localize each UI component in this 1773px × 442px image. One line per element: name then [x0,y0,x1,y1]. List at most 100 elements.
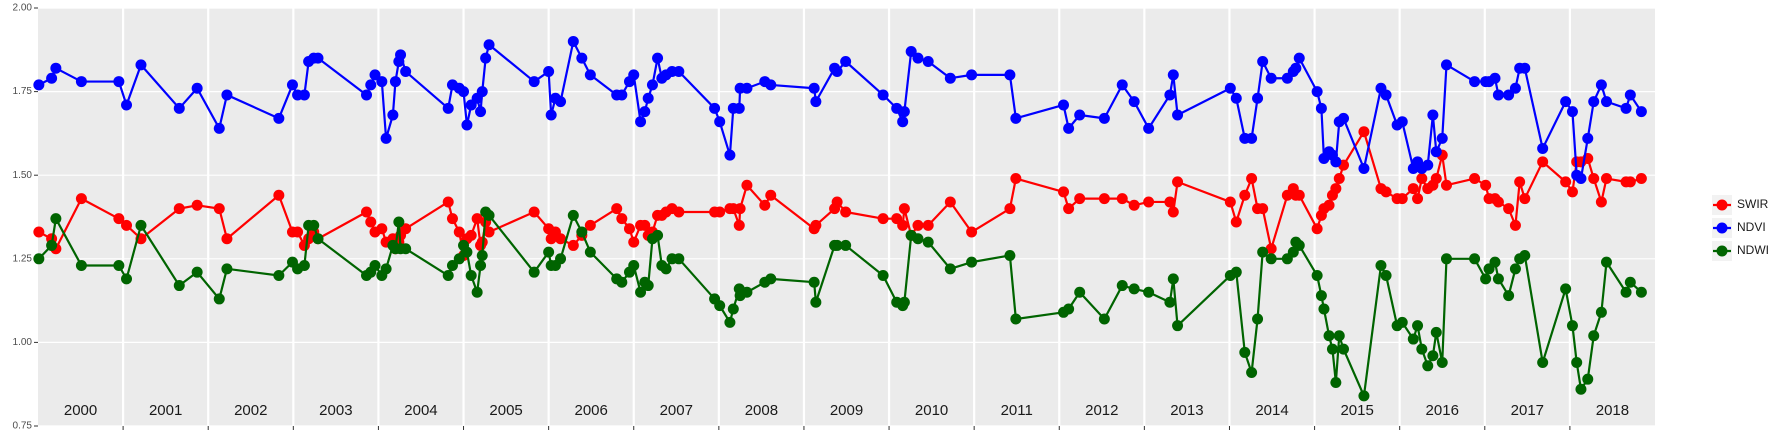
data-point [75,193,87,205]
year-label: 2003 [319,402,352,419]
data-point [1172,320,1184,332]
data-point [365,216,377,228]
data-point [1588,173,1600,185]
data-point [709,102,721,114]
data-point [714,116,726,128]
data-point [1492,196,1504,208]
data-point [1239,346,1251,358]
data-point [1246,366,1258,378]
data-point [471,286,483,298]
data-point [1311,86,1323,98]
data-point [1358,126,1370,138]
data-point [1430,146,1442,158]
data-point [461,119,473,131]
data-point [877,270,889,282]
data-point [1290,62,1302,74]
data-point [1224,196,1236,208]
data-point [1172,176,1184,188]
data-point [1492,89,1504,101]
data-point [1509,263,1521,275]
data-point [458,86,470,98]
data-point [1004,249,1016,261]
data-point [1128,283,1140,295]
year-label: 2012 [1085,402,1118,419]
data-point [1560,283,1572,295]
y-tick-label: 1.25 [13,253,33,264]
data-point [475,106,487,118]
data-point [442,102,454,114]
data-point [966,226,978,238]
data-point [1588,96,1600,108]
year-label: 2013 [1170,402,1203,419]
data-point [1440,59,1452,71]
data-point [912,219,924,231]
data-point [400,66,412,78]
data-point [1509,219,1521,231]
data-point [273,112,285,124]
data-point [1571,356,1583,368]
data-point [741,179,753,191]
y-tick-label: 2.00 [13,3,33,14]
data-point [483,39,495,51]
data-point [1620,102,1632,114]
year-label: 2011 [1001,402,1033,419]
data-point [922,219,934,231]
data-point [642,92,654,104]
data-point [567,209,579,221]
legend-label: SWIR [1737,197,1769,211]
year-label: 2002 [234,402,267,419]
data-point [635,116,647,128]
data-point [135,59,147,71]
year-label: 2016 [1426,402,1459,419]
data-point [1338,343,1350,355]
data-point [483,226,495,238]
data-point [1436,356,1448,368]
data-point [1330,156,1342,168]
data-point [1430,326,1442,338]
data-point [898,106,910,118]
data-point [1396,116,1408,128]
data-point [1514,176,1526,188]
data-point [1503,89,1515,101]
data-point [724,149,736,161]
data-point [528,76,540,88]
data-point [298,259,310,271]
data-point [75,259,87,271]
data-point [1436,132,1448,144]
data-point [173,280,185,292]
data-point [446,213,458,225]
data-point [584,219,596,231]
data-point [1407,333,1419,345]
data-point [213,203,225,215]
data-point [1412,193,1424,205]
data-point [442,270,454,282]
data-point [1330,183,1342,195]
data-point [1595,306,1607,318]
data-point [741,82,753,94]
data-point [616,89,628,101]
data-point [121,273,133,285]
data-point [1595,196,1607,208]
data-point [898,296,910,308]
data-point [1519,249,1531,261]
data-point [922,236,934,248]
data-point [389,76,401,88]
data-point [1333,173,1345,185]
data-point [50,62,62,74]
data-point [1624,89,1636,101]
data-point [121,99,133,111]
data-point [673,253,685,265]
data-point [628,259,640,271]
data-point [1380,186,1392,198]
data-point [1427,350,1439,362]
data-point [944,263,956,275]
data-point [1010,313,1022,325]
data-point [1595,79,1607,91]
data-point [1252,92,1264,104]
data-point [286,79,298,91]
data-point [1416,173,1428,185]
data-point [567,239,579,251]
data-point [912,52,924,64]
data-point [75,76,87,88]
